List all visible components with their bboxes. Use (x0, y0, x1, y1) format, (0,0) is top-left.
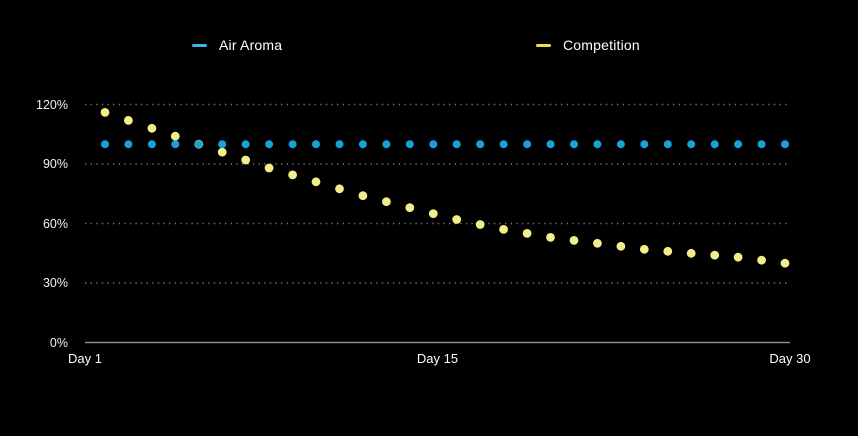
data-point-competition (593, 238, 602, 248)
data-point-competition (475, 220, 485, 229)
data-point-air-aroma (452, 140, 461, 149)
data-point-air-aroma (593, 140, 602, 149)
data-point-competition (499, 225, 508, 234)
data-point-air-aroma (523, 140, 532, 149)
data-point-air-aroma (265, 140, 274, 149)
data-point-competition (428, 209, 438, 219)
data-point-competition (405, 203, 415, 213)
data-point-competition (522, 229, 532, 238)
x-axis-tick-label: Day 15 (416, 351, 459, 366)
data-point-competition (170, 131, 180, 141)
y-axis-tick-label: 30% (42, 276, 68, 290)
air-aroma-legend-dash-icon (192, 43, 207, 47)
data-point-competition (546, 233, 555, 242)
data-point-air-aroma (687, 140, 696, 149)
data-point-competition (616, 241, 626, 251)
data-point-competition (757, 255, 766, 265)
data-point-competition (264, 163, 274, 173)
data-point-air-aroma (499, 140, 508, 149)
data-point-air-aroma (570, 140, 578, 149)
data-point-competition (217, 147, 227, 157)
data-point-competition (452, 215, 462, 224)
data-point-air-aroma (358, 140, 367, 149)
data-point-air-aroma (405, 140, 414, 149)
y-axis-tick-label: 90% (42, 157, 68, 171)
data-point-air-aroma (663, 140, 672, 149)
data-point-competition (710, 250, 720, 260)
data-point-air-aroma (757, 140, 766, 149)
y-axis-tick-label: 60% (42, 216, 68, 231)
data-point-air-aroma (241, 140, 250, 149)
y-axis-tick-label: 0% (49, 335, 68, 350)
data-point-competition (241, 155, 251, 165)
data-point-air-aroma (335, 140, 344, 149)
data-point-air-aroma (101, 140, 109, 149)
data-point-air-aroma (734, 140, 743, 149)
data-point-air-aroma (312, 140, 320, 149)
data-point-air-aroma (194, 140, 203, 149)
data-point-competition (663, 246, 673, 256)
data-point-air-aroma (429, 140, 438, 149)
data-point-competition (569, 236, 579, 245)
data-point-air-aroma (640, 140, 649, 149)
legend-item-air-aroma[interactable]: Air Aroma (192, 36, 282, 54)
data-point-air-aroma (546, 140, 555, 149)
data-point-competition (733, 252, 743, 262)
data-point-air-aroma (171, 140, 180, 149)
data-point-air-aroma (288, 140, 297, 149)
data-point-competition (335, 184, 344, 194)
data-point-competition (358, 191, 368, 201)
legend-label-air-aroma: Air Aroma (219, 37, 283, 53)
data-point-competition (382, 197, 391, 207)
competition-legend-dash-icon (536, 43, 551, 47)
data-point-air-aroma (218, 140, 227, 149)
data-point-competition (100, 108, 110, 117)
data-point-air-aroma (147, 140, 156, 149)
data-point-competition (147, 123, 157, 133)
data-point-competition (123, 116, 133, 125)
data-point-air-aroma (781, 140, 789, 149)
data-point-air-aroma (476, 140, 485, 149)
x-axis-tick-label: Day 30 (769, 351, 811, 366)
data-point-competition (311, 177, 321, 187)
data-point-air-aroma (382, 140, 391, 149)
data-point-competition (686, 248, 696, 258)
data-point-competition (639, 244, 649, 254)
legend-item-competition[interactable]: Competition (536, 36, 640, 54)
x-axis-tick-label: Day 1 (68, 351, 102, 366)
data-point-competition (780, 258, 790, 268)
data-point-air-aroma (710, 140, 719, 149)
data-point-air-aroma (616, 140, 625, 149)
legend-label-competition: Competition (563, 37, 640, 53)
y-axis-tick-label: 120% (36, 97, 68, 112)
data-point-competition (288, 170, 297, 180)
data-point-air-aroma (124, 140, 133, 149)
